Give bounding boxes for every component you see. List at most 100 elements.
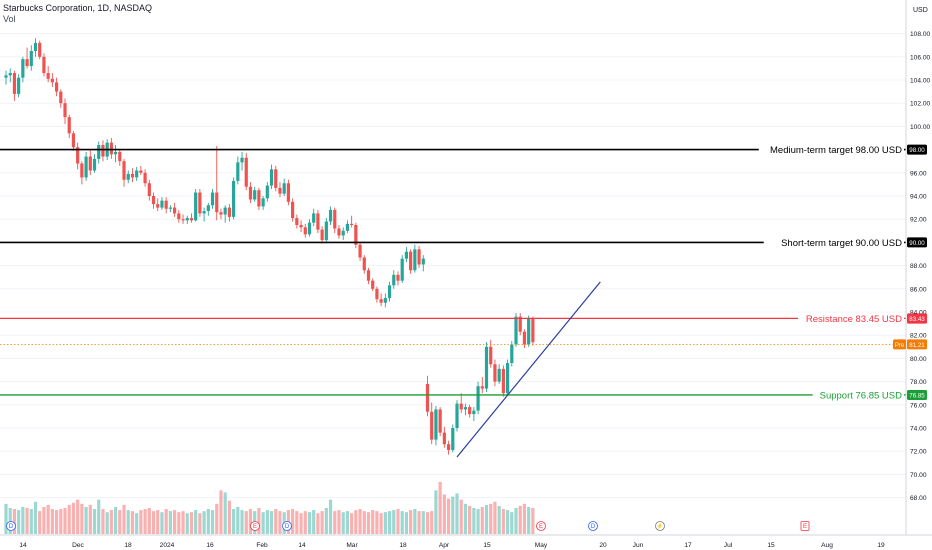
volume-bar (396, 509, 400, 534)
volume-bar (438, 482, 442, 534)
time-tick-label: 15 (767, 542, 775, 549)
candle-body (257, 190, 261, 207)
candle-body (413, 249, 417, 271)
support-label-bg (812, 388, 904, 401)
candle-body (130, 173, 135, 178)
volume-bar (202, 511, 206, 534)
volume-bar (341, 512, 345, 534)
volume-bar (118, 510, 122, 534)
candle-body (67, 117, 71, 134)
volume-bar (198, 513, 202, 534)
volume-bar (59, 509, 63, 534)
candle-body (484, 346, 489, 389)
candle-body (17, 77, 21, 94)
candle-body (425, 383, 430, 412)
volume-bar (527, 506, 531, 534)
candle-body (497, 368, 501, 382)
volume-bar (210, 510, 215, 534)
candle-body (438, 409, 442, 433)
candle-body (147, 183, 151, 196)
volume-bar (417, 511, 421, 534)
volume-bar (67, 504, 71, 534)
time-tick-label: 2024 (160, 542, 175, 549)
volume-label: Vol (3, 14, 16, 24)
candle-body (54, 82, 59, 92)
candle-body (25, 59, 29, 67)
volume-bar (505, 510, 510, 534)
volume-bar (185, 513, 189, 534)
price-tick-label: 70.00 (910, 472, 927, 479)
candle-body (328, 209, 333, 222)
support-trendline (456, 281, 601, 458)
volume-bar (215, 503, 219, 534)
support-badge-text: 76.85 (909, 392, 925, 399)
volume-bar (476, 509, 480, 534)
volume-bar (299, 513, 303, 534)
candle-body (261, 198, 265, 207)
price-tick-label: 76.00 (910, 402, 927, 409)
volume-bar (113, 506, 118, 534)
volume-bar (130, 511, 135, 534)
candle-body (375, 288, 379, 300)
volume-bar (522, 503, 527, 534)
volume-bar (316, 513, 320, 534)
candle-body (489, 346, 493, 365)
candle-body (151, 196, 156, 205)
volume-bar (38, 511, 42, 534)
candle-body (514, 316, 518, 345)
volume-bar (219, 490, 223, 534)
candle-body (50, 78, 54, 83)
candle-body (468, 407, 472, 415)
time-tick-label: Dec (72, 542, 84, 549)
time-tick-label: 20 (599, 542, 607, 549)
volume-bar (257, 508, 261, 534)
volume-bar (531, 508, 535, 534)
time-tick-label: Aug (821, 542, 833, 549)
time-tick-label: 19 (877, 542, 885, 549)
volume-bar (484, 504, 489, 534)
candle-body (455, 403, 459, 428)
time-tick-label: Apr (439, 542, 450, 549)
volume-bar (480, 506, 484, 534)
volume-bar (54, 510, 59, 534)
candle-body (404, 251, 409, 259)
volume-bar (518, 505, 522, 534)
volume-bar (392, 510, 396, 534)
volume-bar (109, 510, 113, 534)
candle-body (337, 228, 341, 236)
time-tick-label: 15 (483, 542, 491, 549)
price-tick-label: 72.00 (910, 449, 927, 456)
volume-bar (88, 504, 92, 534)
candle-body (63, 103, 67, 118)
trendline-group (456, 281, 601, 458)
candle-body (480, 386, 484, 389)
event-marker (250, 521, 260, 531)
candle-body (46, 73, 50, 79)
volume-bar (265, 510, 269, 534)
candle-body (8, 73, 12, 76)
candle-body (29, 51, 33, 67)
volume-bar (295, 511, 299, 534)
candle-body (366, 270, 371, 281)
candle-body (227, 207, 231, 217)
candle-body (463, 407, 468, 410)
volume-bar (442, 494, 446, 534)
time-tick-label: 14 (298, 542, 306, 549)
premarket-tag-text: Pre (895, 343, 905, 349)
candle-body (143, 172, 147, 184)
medium-term-target-label-bg (758, 143, 904, 156)
candle-body (173, 207, 177, 214)
candle-body (156, 204, 160, 208)
candle-body (97, 144, 101, 159)
candle-body (101, 144, 105, 157)
event-marker (282, 521, 292, 531)
volume-bar (497, 505, 501, 534)
volume-bars (4, 482, 535, 534)
volume-bar (387, 511, 392, 534)
candle-body (345, 223, 350, 231)
candle-body (206, 205, 210, 212)
volume-bar (17, 510, 21, 534)
candle-body (76, 147, 80, 164)
